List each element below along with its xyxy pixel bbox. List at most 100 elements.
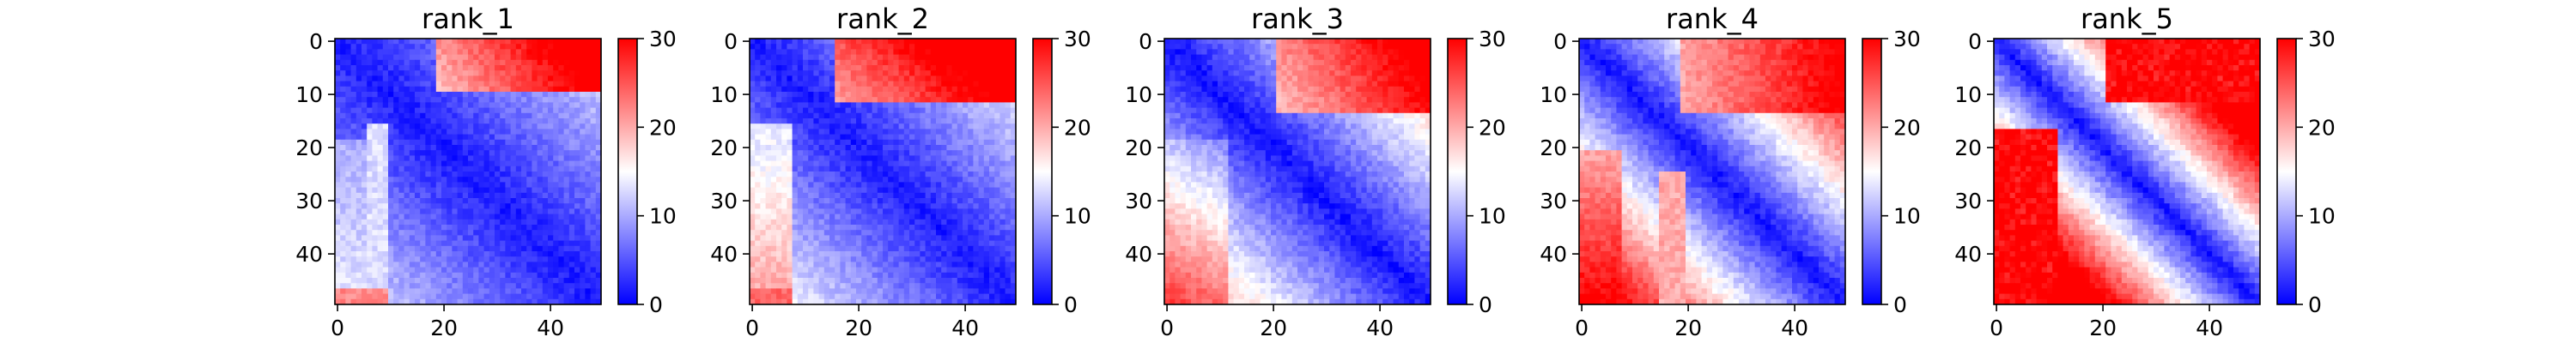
heatmap-cell [398,272,404,279]
heatmap-cell [999,214,1005,220]
heatmap-cell [951,44,958,50]
heatmap-cell [404,49,410,55]
heatmap-cell [861,293,867,300]
heatmap-cell [483,198,490,204]
heatmap-cell [850,283,857,289]
heatmap-cell [335,293,341,300]
heatmap-cell [568,165,575,172]
heatmap-cell [909,272,915,279]
heatmap-cell [994,172,1000,178]
heatmap-cell [457,134,464,141]
heatmap-cell [957,208,963,214]
heatmap-cell [435,102,442,108]
heatmap-cell [500,134,506,141]
heatmap-cell [861,278,867,284]
heatmap-cell [553,240,559,247]
heatmap-cell [776,65,782,71]
heatmap-cell [776,112,782,119]
heatmap-cell [505,198,511,204]
heatmap-cell [920,214,926,220]
heatmap-cell [568,256,575,262]
heatmap-cell [585,44,591,50]
heatmap-cell [574,187,580,194]
heatmap-cell [377,172,384,178]
heatmap-cell [377,262,384,268]
heatmap-cell [489,298,495,305]
heatmap-cell [483,262,490,268]
heatmap-cell [382,39,389,45]
heatmap-cell [787,123,793,129]
heatmap-cell [500,59,506,66]
heatmap-cell [883,75,889,81]
heatmap-cell [845,112,852,119]
heatmap-cell [883,214,889,220]
heatmap-cell [515,283,522,289]
heatmap-cell [850,230,857,236]
heatmap-cell [441,65,447,71]
heatmap-cell [542,288,549,294]
heatmap-cell [361,182,368,188]
heatmap-cell [345,214,351,220]
heatmap-cell [510,172,517,178]
heatmap-cell [532,97,538,103]
heatmap-cell [920,182,926,188]
heatmap-cell [420,123,426,129]
heatmap-cell [388,118,394,124]
heatmap-cell [553,123,559,129]
heatmap-cell [861,283,867,289]
heatmap-cell [537,198,544,204]
heatmap-cell [856,65,862,71]
heatmap-cell [574,145,580,151]
heatmap-cell [963,182,969,188]
heatmap-cell [989,172,995,178]
heatmap-cell [398,278,404,284]
heatmap-cell [973,145,979,151]
heatmap-cell [345,155,351,161]
heatmap-cell [548,65,554,71]
heatmap-cell [415,65,421,71]
heatmap-cell [355,102,362,108]
heatmap-cell [568,92,575,98]
heatmap-cell [473,65,479,71]
heatmap-cell [526,150,532,156]
heatmap-cell [495,192,501,199]
heatmap-cell [415,283,421,289]
heatmap-cell [595,278,602,284]
heatmap-cell [548,150,554,156]
heatmap-cell [553,214,559,220]
heatmap-cell [553,102,559,108]
heatmap-cell [367,278,373,284]
heatmap-cell [963,240,969,247]
heatmap-cell [797,59,804,66]
heatmap-cell [893,256,899,262]
heatmap-cell [760,165,766,172]
heatmap-cell [818,230,825,236]
heatmap-cell [840,155,846,161]
heatmap-cell [973,70,979,76]
heatmap-cell [968,97,974,103]
heatmap-cell [883,165,889,172]
heatmap-cell [760,123,766,129]
heatmap-cell [372,155,378,161]
heatmap-cell [345,172,351,178]
heatmap-cell [435,219,442,226]
heatmap-cell [537,145,544,151]
heatmap-cell [936,267,942,274]
heatmap-cell [590,39,597,45]
heatmap-cell [750,49,756,55]
heatmap-cell [345,65,351,71]
heatmap-cell [404,198,410,204]
heatmap-cell [382,145,389,151]
heatmap-cell [415,165,421,172]
heatmap-cell [861,251,867,257]
heatmap-cell [951,155,958,161]
heatmap-cell [447,240,453,247]
heatmap-cell [797,187,804,194]
heatmap-cell [500,92,506,98]
heatmap-cell [355,44,362,50]
heatmap-cell [350,59,357,66]
heatmap-cell [495,97,501,103]
heatmap-cell [808,81,814,87]
heatmap-cell [553,139,559,146]
heatmap-cell [350,251,357,257]
